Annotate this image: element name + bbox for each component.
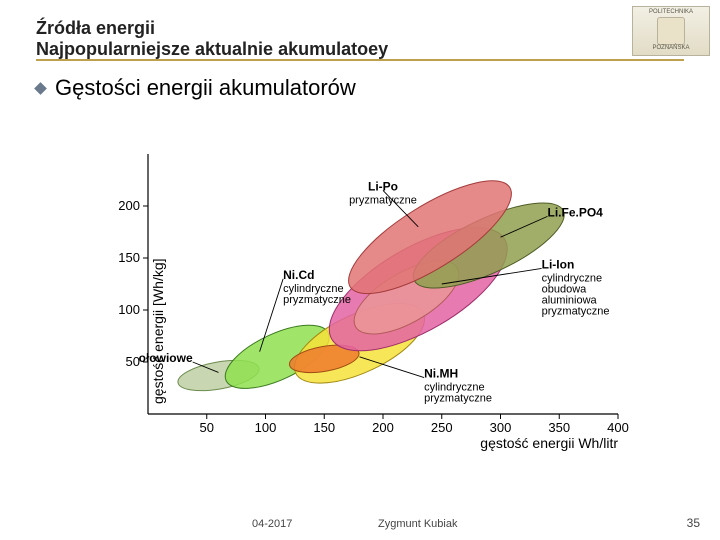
bullet-row: Gęstości energii akumulatorów	[36, 75, 684, 101]
page-number: 35	[687, 516, 700, 530]
university-logo: POLITECHNIKA POZNAŃSKA	[632, 6, 710, 56]
bullet-icon	[34, 82, 47, 95]
logo-crest	[657, 17, 685, 45]
svg-text:350: 350	[548, 420, 570, 435]
svg-text:pryzmatyczne: pryzmatyczne	[283, 294, 351, 306]
slide-title: Źródła energii Najpopularniejsze aktualn…	[36, 18, 684, 61]
chart-svg: 5010015020025030035040050100150200ołowio…	[88, 144, 648, 464]
footer-author: Zygmunt Kubiak	[378, 518, 457, 530]
svg-text:150: 150	[118, 250, 140, 265]
svg-text:100: 100	[118, 302, 140, 317]
svg-text:100: 100	[255, 420, 277, 435]
svg-text:250: 250	[431, 420, 453, 435]
title-line-2: Najpopularniejsze aktualnie akumulatoey	[36, 39, 684, 60]
svg-text:Ni.Cd: Ni.Cd	[283, 268, 314, 282]
svg-text:50: 50	[200, 420, 214, 435]
energy-density-chart: gęstość energii [Wh/kg] 50 100 150 200 250 30…	[88, 144, 648, 464]
svg-text:200: 200	[372, 420, 394, 435]
bullet-text: Gęstości energii akumulatorów	[55, 75, 356, 101]
svg-text:Li-Po: Li-Po	[368, 179, 398, 193]
svg-text:150: 150	[313, 420, 335, 435]
footer-date: 04-2017	[252, 518, 292, 530]
logo-top: POLITECHNIKA	[633, 9, 709, 15]
svg-text:200: 200	[118, 198, 140, 213]
svg-text:Ni.MH: Ni.MH	[424, 367, 458, 381]
svg-text:300: 300	[490, 420, 512, 435]
svg-text:Li.Fe.PO4: Li.Fe.PO4	[548, 205, 604, 219]
svg-text:pryzmatyczne: pryzmatyczne	[424, 393, 492, 405]
svg-text:400: 400	[607, 420, 629, 435]
title-line-1: Źródła energii	[36, 18, 684, 39]
svg-text:gęstość energii Wh/litr: gęstość energii Wh/litr	[480, 435, 618, 451]
y-axis-label: gęstość energii [Wh/kg]	[150, 258, 166, 404]
svg-text:pryzmatyczne: pryzmatyczne	[349, 194, 417, 206]
svg-text:pryzmatyczne: pryzmatyczne	[542, 305, 610, 317]
logo-bottom: POZNAŃSKA	[633, 45, 709, 51]
svg-text:Li-Ion: Li-Ion	[542, 257, 575, 271]
